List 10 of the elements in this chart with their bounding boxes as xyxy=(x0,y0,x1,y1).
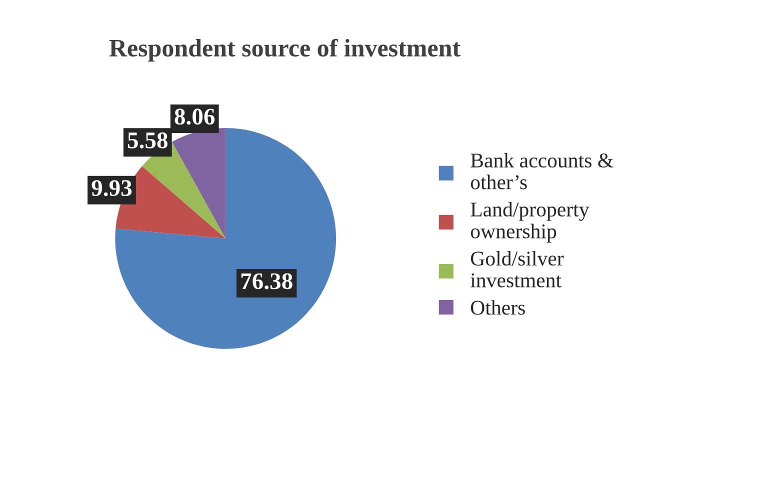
data-label: 5.58 xyxy=(128,132,168,148)
legend-label: Land/property ownership xyxy=(470,202,590,243)
data-label: 8.06 xyxy=(174,108,215,125)
data-label: 9.93 xyxy=(92,180,132,196)
chart-title: Respondent source of investment xyxy=(109,38,460,62)
legend-label: Bank accounts & other’s xyxy=(470,152,614,190)
pie-slice xyxy=(172,128,226,238)
data-label: 76.38 xyxy=(241,273,292,290)
legend-label: Others xyxy=(470,300,525,315)
legend-label: Gold/silver investment xyxy=(470,250,564,288)
